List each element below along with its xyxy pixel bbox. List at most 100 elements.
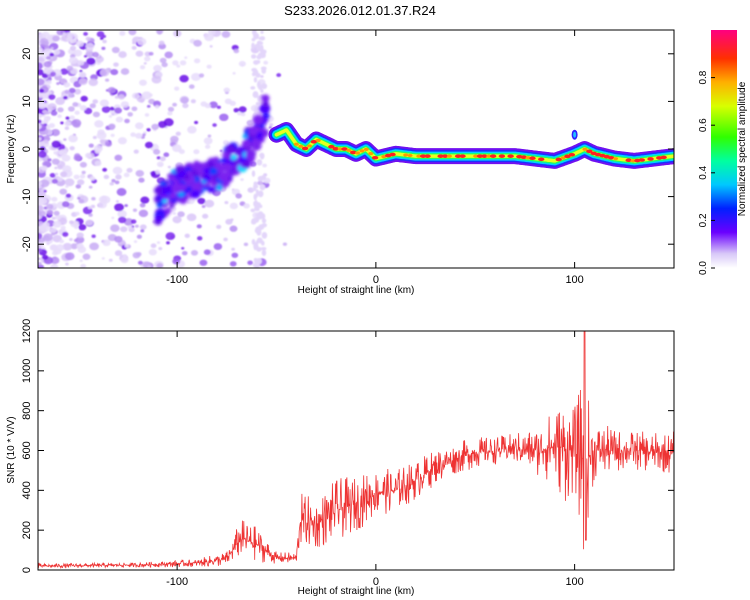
ridge-hotspot-orange [368,151,374,156]
spectrogram-noise-blob [156,262,164,268]
spectrogram-noise-blob [127,225,133,229]
spectrogram-noise-blob [166,241,170,245]
spectrogram-noise-blob [124,244,129,248]
x-tick-label: 0 [373,274,379,286]
spectrogram-streak [253,184,259,189]
spectrogram-ridge [268,122,674,169]
spectrogram-streak [254,216,260,223]
spectrogram-noise-blob [88,213,93,217]
spectrogram-noise-blob [38,78,45,86]
spectrogram-noise-blob [69,115,75,120]
spectrogram-noise-blob [39,38,49,45]
spectrogram-noise-blob [141,91,152,100]
spectrogram-band-blob [218,171,230,182]
spectrogram-noise-blob [56,82,60,85]
spectrogram-noise-blob [209,45,213,48]
spectrogram-band-blob [179,197,187,205]
spectrogram-noise-blob [136,234,143,239]
spectrogram-noise-blob [68,56,78,65]
chart-title: S233.2026.012.01.37.R24 [284,3,436,18]
spectrogram-noise-blob [103,174,110,180]
spectrogram-noise-blob [91,196,96,201]
spectrogram-noise-blob [56,30,65,36]
spectrogram-noise-blob [96,31,105,38]
ridge-hotspot-red [328,144,335,149]
spectrogram-noise-blob [42,109,48,115]
spectrogram-y-label: Frequency (Hz) [6,115,17,184]
spectrogram-noise-blob [79,69,83,73]
x-tick-label: -100 [166,576,188,588]
spectrogram-noise-blob [172,60,179,66]
spectrogram-noise-blob [114,107,123,114]
spectrogram-noise-blob [184,233,190,238]
spectrogram-streak [260,66,267,71]
spectrogram-noise-blob [144,56,151,62]
ridge-blip-core [573,131,577,138]
spectrogram-noise-blob [148,51,154,56]
spectrogram-noise-blob [73,154,82,161]
spectrogram-noise-blob [53,210,60,216]
ridge-hotspot-orange [293,142,299,146]
ridge-hotspot-red [481,154,488,158]
spectrogram-noise-blob [51,140,61,149]
spectrogram-noise-blob [114,95,119,99]
spectrogram-noise-blob [156,241,161,245]
spectrogram-noise-blob [113,62,119,67]
spectrogram-noise-blob [161,62,168,68]
spectrogram-streak [251,170,256,177]
y-tick-label: 0 [21,146,33,152]
spectrogram-noise-blob [204,144,211,149]
spectrogram-noise-blob [115,174,122,180]
spectrogram-noise-blob [243,242,249,247]
spectrogram-noise-blob [38,248,43,253]
spectrogram-noise-blob [111,216,115,220]
spectrogram-noise-blob [38,221,44,226]
spectrogram-noise-blob [76,232,84,239]
spectrogram-noise-blob [68,134,78,143]
spectrogram-band-blob [154,186,164,195]
spectrogram-noise-blob [83,32,88,36]
spectrogram-noise-blob [73,238,78,242]
spectrogram-noise-blob [209,101,218,109]
ridge-hotspot-orange [473,154,479,158]
spectrogram-noise-blob [50,244,58,251]
spectrogram-noise-blob [263,60,269,65]
spectrogram-band-blob [225,144,236,154]
spectrogram-noise-blob [122,254,127,258]
spectrogram-noise-blob [82,253,91,260]
spectrogram-noise-blob [57,165,63,170]
spectrogram-noise-blob [188,84,195,89]
y-tick-label: 20 [21,48,33,60]
colorbar-label: Normalized spectral amplitude [737,81,748,216]
spectrogram-noise-blob [147,265,152,268]
y-tick-label: 400 [21,481,33,499]
spectrogram-noise-blob [216,224,222,229]
spectrogram-noise-blob [134,224,139,228]
x-tick-label: 100 [565,576,583,588]
spectrogram-noise-blob [70,45,77,51]
spectrogram-noise-blob [172,215,182,224]
spectrogram-noise-blob [64,89,70,94]
spectrogram-noise-blob [204,33,214,42]
spectrogram-noise-blob [109,106,115,111]
spectrogram-noise-blob [60,171,68,177]
spectrogram-noise-blob [134,122,144,130]
spectrogram-noise-blob [87,205,93,210]
spectrogram-noise-blob [115,200,120,203]
spectrogram-noise-blob [43,233,53,242]
spectrogram-noise-blob [63,82,71,88]
spectrogram-noise-blob [133,240,138,243]
spectrogram-streak [260,44,264,52]
ridge-hotspot-orange [446,154,452,158]
spectrogram-streak [255,101,260,106]
spectrogram-streak [259,152,265,158]
spectrogram-streak [256,81,261,89]
spectrogram-noise-blob [186,213,197,222]
spectrogram-noise-blob [39,188,47,195]
y-tick-label: 10 [21,95,33,107]
spectrogram-streak [261,223,267,228]
spectrogram-band-blob [231,167,236,172]
